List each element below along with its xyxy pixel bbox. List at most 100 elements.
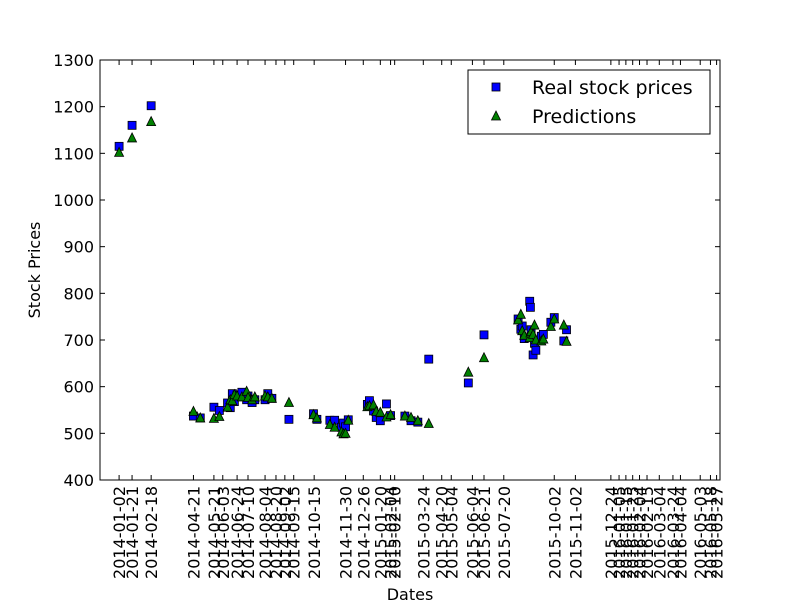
- prediction-point: [549, 313, 560, 324]
- prediction-point: [558, 319, 569, 330]
- real-price-point: [382, 399, 391, 409]
- x-tick-label: 2014-08-20: [267, 486, 286, 579]
- prediction-point: [463, 366, 474, 377]
- y-tick-label: 700: [63, 331, 94, 350]
- x-tick-label: 2016-02-15: [638, 486, 657, 579]
- prediction-point: [478, 351, 490, 363]
- x-tick-label: 2016-03-24: [664, 486, 683, 579]
- prediction-point: [195, 412, 206, 423]
- y-tick-label: 1200: [53, 98, 94, 117]
- x-tick-label: 2015-11-02: [566, 486, 585, 579]
- x-tick-label: 2015-02-10: [386, 486, 405, 579]
- prediction-point: [412, 414, 423, 426]
- data-markers: [113, 101, 572, 439]
- legend-entry: Real stock prices: [532, 77, 693, 99]
- x-tick-label: 2015-12-24: [602, 486, 621, 579]
- y-tick-label: 1000: [53, 191, 94, 210]
- y-tick-label: 400: [63, 471, 94, 490]
- x-tick-label: 2015-03-24: [414, 486, 433, 579]
- x-tick-label: 2015-06-21: [475, 486, 494, 579]
- x-tick-label: 2016-03-04: [650, 486, 669, 579]
- legend-marker: [491, 82, 501, 92]
- prediction-point: [529, 319, 540, 330]
- prediction-point: [146, 115, 157, 126]
- prediction-point: [324, 418, 336, 429]
- x-tick-label: 2014-04-21: [184, 486, 203, 579]
- legend-marker: [490, 110, 502, 121]
- x-tick-label: 2014-07-10: [239, 486, 258, 579]
- legend: Real stock prices Predictions: [467, 69, 711, 135]
- x-tick-label: 2014-08-04: [256, 486, 275, 579]
- real-price-point: [146, 101, 156, 111]
- prediction-point: [340, 427, 351, 438]
- x-tick-label: 2015-06-04: [463, 486, 482, 579]
- prediction-point: [222, 401, 233, 412]
- prediction-point: [512, 314, 524, 325]
- x-tick-label: 2015-10-02: [545, 486, 564, 579]
- prediction-point: [385, 408, 396, 420]
- plot-frame: [99, 59, 721, 481]
- x-tick-label: 2014-02-18: [142, 486, 161, 579]
- real-price-point: [127, 120, 137, 130]
- x-tick-label: 2015-02-04: [382, 486, 401, 579]
- y-axis-label: Stock Prices: [25, 222, 44, 319]
- x-tick-label: 2014-05-21: [205, 486, 224, 579]
- y-tick-label: 1100: [53, 144, 94, 163]
- x-tick-label: 2014-01-02: [110, 486, 129, 579]
- x-tick-label: 2014-06-24: [228, 486, 247, 579]
- legend-entry: Predictions: [532, 106, 636, 128]
- x-tick-label: 2016-05-03: [691, 486, 710, 579]
- x-tick-label: 2014-09-02: [276, 486, 295, 579]
- prediction-point: [405, 411, 417, 422]
- x-tick-label: 2014-01-21: [123, 486, 142, 579]
- y-tick-label: 600: [63, 378, 94, 397]
- x-tick-label: 2015-01-20: [371, 486, 390, 579]
- real-price-point: [424, 354, 434, 364]
- x-tick-label: 2016-01-05: [610, 486, 629, 579]
- x-tick-label: 2016-05-27: [708, 486, 727, 579]
- real-price-point: [479, 330, 489, 340]
- y-tick-labels: 400 500 600 700 800 900 1000 1100 1200 1300: [53, 51, 94, 490]
- prediction-point: [249, 391, 260, 402]
- prediction-point: [375, 406, 386, 417]
- prediction-point: [343, 414, 354, 425]
- x-tick-label: 2015-07-20: [495, 486, 514, 579]
- x-tick-label: 2015-04-20: [433, 486, 452, 579]
- x-tick-label: 2016-05-18: [701, 486, 720, 579]
- prediction-point: [538, 333, 549, 344]
- prediction-point: [266, 392, 278, 403]
- prediction-point: [113, 146, 125, 157]
- real-price-point: [284, 414, 294, 424]
- x-axis-label: Dates: [387, 585, 434, 600]
- prediction-point: [311, 412, 323, 423]
- x-tick-label: 2016-04-04: [671, 486, 690, 579]
- prediction-point: [399, 410, 411, 421]
- x-tick-label: 2015-05-04: [442, 486, 461, 579]
- prediction-point: [515, 308, 526, 319]
- x-tick-label: 2014-09-15: [285, 486, 304, 579]
- prediction-point: [214, 410, 225, 421]
- x-tick-label: 2014-06-03: [214, 486, 233, 579]
- prediction-point: [423, 417, 434, 428]
- series-0: [114, 101, 571, 432]
- legend-box: [467, 69, 711, 135]
- y-tick-label: 900: [63, 238, 94, 257]
- x-tick-label: 2016-01-25: [624, 486, 643, 579]
- prediction-point: [561, 335, 572, 346]
- prediction-point: [545, 320, 556, 331]
- y-tick-label: 1300: [53, 51, 94, 70]
- y-tick-label: 500: [63, 424, 94, 443]
- y-tick-label: 800: [63, 284, 94, 303]
- prediction-point: [329, 421, 340, 432]
- real-price-point: [531, 345, 541, 355]
- x-tick-label: 2014-11-30: [337, 486, 356, 579]
- x-tick-label: 2016-02-04: [631, 486, 650, 579]
- prediction-point: [283, 396, 295, 407]
- series-1: [113, 115, 572, 439]
- x-tick-label: 2014-12-26: [354, 486, 373, 579]
- real-price-point: [463, 378, 473, 388]
- prediction-point: [236, 391, 248, 402]
- real-price-point: [525, 302, 535, 312]
